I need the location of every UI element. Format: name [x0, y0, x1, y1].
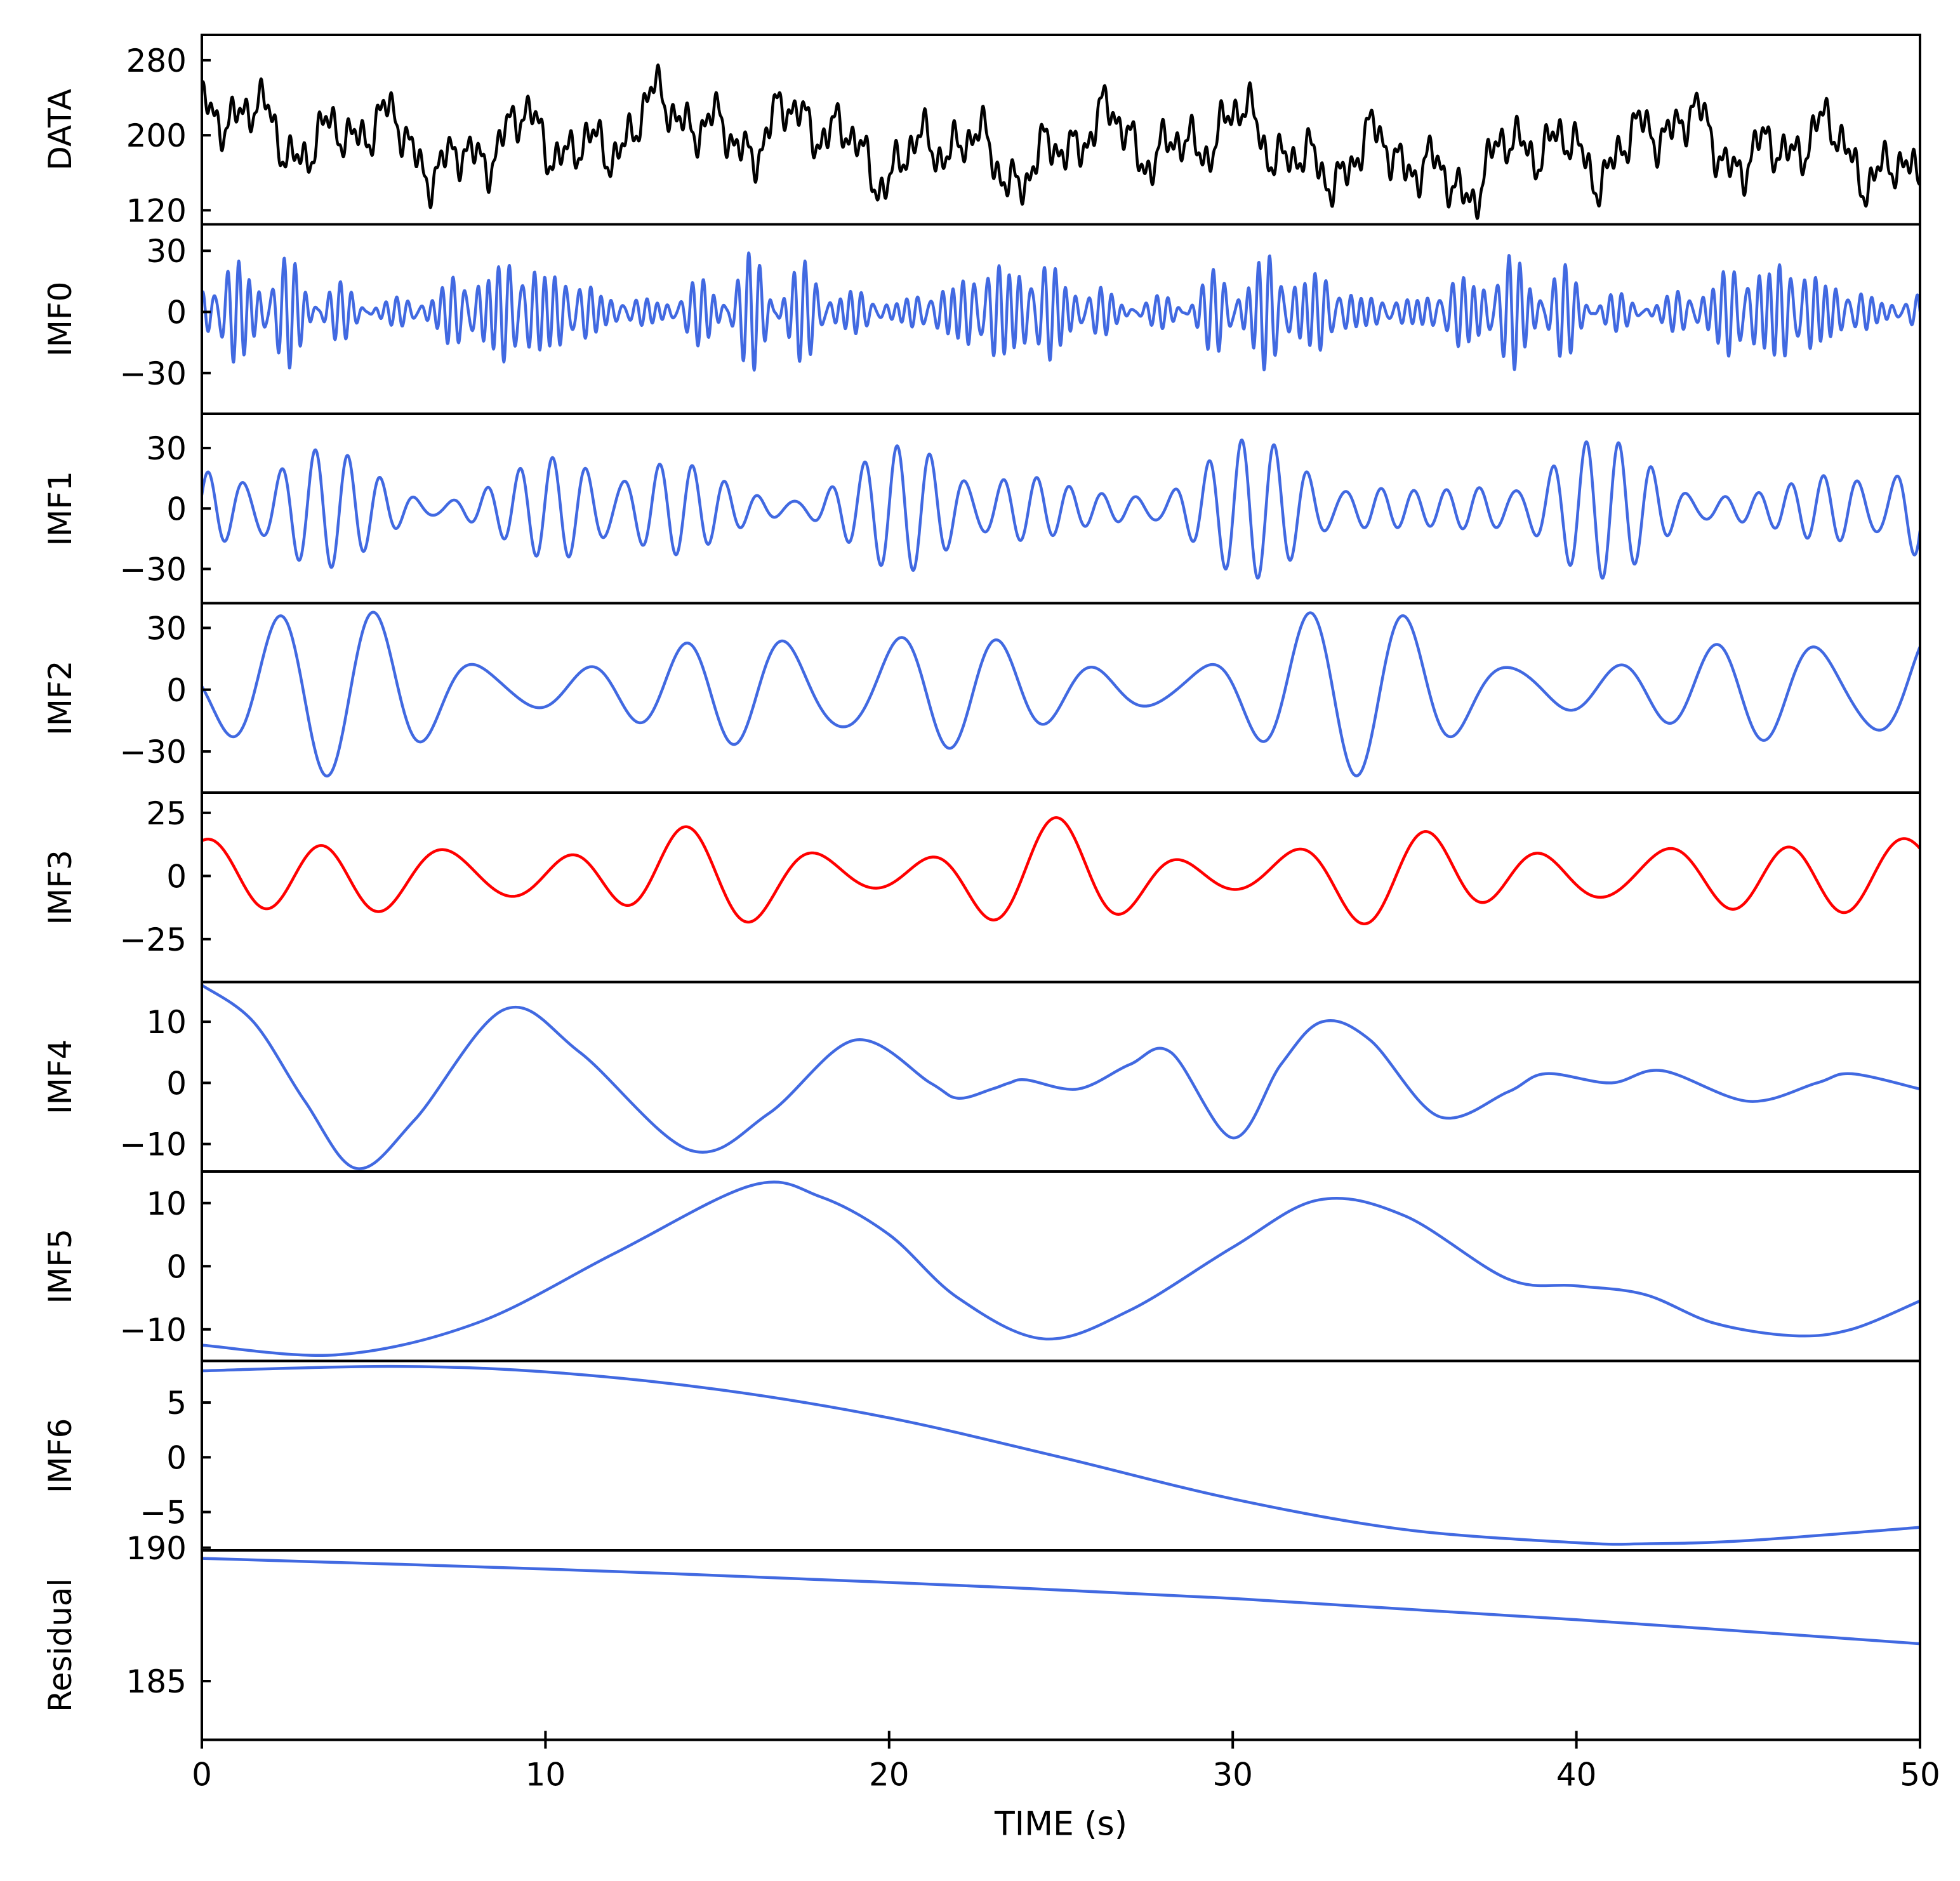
- y-axis-label: IMF4: [42, 1040, 79, 1114]
- panel-data: 120 200 280 DATA: [42, 34, 1921, 229]
- y-tick-label: 190: [126, 1530, 187, 1567]
- y-tick-label: 120: [126, 192, 187, 229]
- y-tick-label: −25: [119, 921, 187, 958]
- y-tick-label: 10: [146, 1004, 187, 1041]
- x-tick-label: 20: [869, 1757, 910, 1793]
- panel-imf2: −30 0 30 IMF2: [42, 602, 1921, 794]
- panel-frame: [201, 1170, 1921, 1363]
- y-tick-label: 30: [146, 610, 187, 647]
- panel-frame: [201, 980, 1921, 1173]
- y-tick-label: 0: [166, 1065, 187, 1102]
- y-tick-label: −30: [119, 734, 187, 770]
- y-tick-label: −30: [119, 551, 187, 588]
- y-tick-label: 200: [126, 117, 187, 154]
- x-axis-label: TIME (s): [994, 1805, 1127, 1844]
- panel-imf0: −30 0 30 IMF0: [42, 223, 1921, 415]
- y-tick-label: 30: [146, 430, 187, 467]
- series-line-imf4: [202, 984, 1920, 1170]
- y-tick-label: −30: [119, 355, 187, 392]
- y-tick-label: 185: [126, 1663, 187, 1700]
- panel-imf5: −10 0 10 IMF5: [42, 1170, 1921, 1363]
- panel-imf3: −25 0 25 IMF3: [42, 791, 1921, 984]
- panel-frame: [201, 791, 1921, 984]
- y-axis-label: IMF3: [42, 850, 79, 925]
- y-tick-label: 0: [166, 858, 187, 895]
- y-tick-label: 0: [166, 672, 187, 709]
- y-tick-label: −5: [140, 1495, 187, 1531]
- x-tick-label: 0: [192, 1757, 212, 1793]
- x-tick-label: 10: [526, 1757, 566, 1793]
- series-line-imf3: [202, 816, 1920, 925]
- y-tick-label: 0: [166, 1248, 187, 1285]
- x-tick-label: 50: [1900, 1757, 1940, 1793]
- series-line-imf1: [202, 439, 1920, 580]
- panel-residual: 185 190 Residual: [42, 1530, 1921, 1741]
- panel-frame: [201, 602, 1921, 794]
- series-line-data: [202, 63, 1920, 220]
- y-tick-label: −10: [119, 1126, 187, 1163]
- y-axis-label: IMF1: [42, 471, 79, 546]
- panel-frame: [201, 1359, 1921, 1552]
- y-axis-label: IMF5: [42, 1229, 79, 1304]
- series-line-residual: [202, 1557, 1920, 1646]
- series-line-imf0: [202, 251, 1920, 372]
- y-axis-label: IMF2: [42, 661, 79, 736]
- y-axis-label: IMF6: [42, 1418, 79, 1493]
- y-tick-label: 5: [166, 1385, 187, 1422]
- panel-frame: [201, 1549, 1921, 1741]
- y-tick-label: 280: [126, 43, 187, 79]
- series-line-imf2: [202, 610, 1920, 778]
- y-tick-label: −10: [119, 1312, 187, 1349]
- y-axis-label: DATA: [42, 89, 79, 171]
- panel-imf6: −5 0 5 IMF6: [42, 1359, 1921, 1552]
- y-tick-label: 25: [146, 795, 187, 832]
- x-axis: 0 10 20 30 40 50 TIME (s): [192, 1731, 1940, 1844]
- y-tick-label: 30: [146, 233, 187, 270]
- x-tick-label: 30: [1212, 1757, 1253, 1793]
- y-tick-label: 0: [166, 1439, 187, 1476]
- series-line-imf6: [202, 1364, 1920, 1546]
- y-tick-label: 0: [166, 491, 187, 527]
- y-axis-label: Residual: [42, 1578, 79, 1712]
- y-tick-label: 0: [166, 294, 187, 331]
- y-tick-label: 10: [146, 1185, 187, 1222]
- y-axis-label: IMF0: [42, 282, 79, 357]
- panel-imf1: −30 0 30 IMF1: [42, 412, 1921, 605]
- panel-imf4: −10 0 10 IMF4: [42, 980, 1921, 1173]
- x-tick-label: 40: [1556, 1757, 1597, 1793]
- series-line-imf5: [202, 1180, 1920, 1357]
